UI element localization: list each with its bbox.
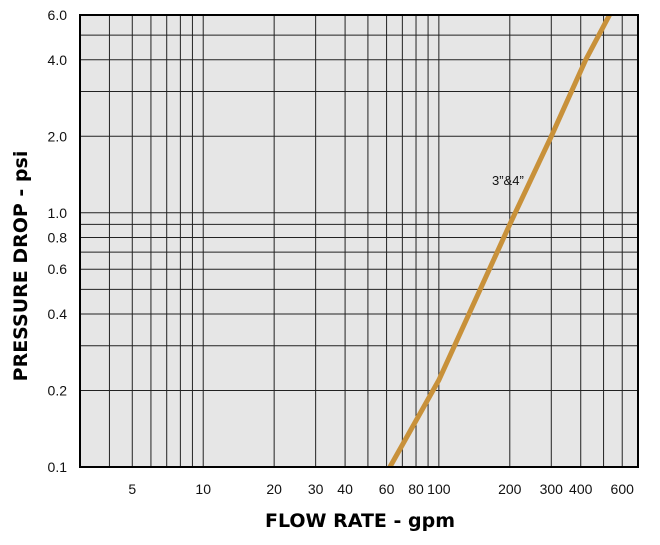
y-tick-label: 0.8	[48, 229, 68, 245]
y-tick-label: 4.0	[48, 52, 68, 68]
y-tick-label: 0.1	[48, 459, 68, 475]
grid-lines	[80, 15, 638, 467]
y-tick-labels: 0.1 0.2 0.4 0.6 0.8 1.0 2.0 4.0 6.0	[48, 7, 68, 475]
x-tick-label: 10	[195, 481, 211, 497]
x-tick-label: 5	[128, 481, 136, 497]
x-tick-label: 80	[408, 481, 424, 497]
y-tick-label: 1.0	[48, 205, 68, 221]
x-tick-label: 300	[540, 481, 564, 497]
x-tick-label: 200	[498, 481, 522, 497]
series-label: 3”&4”	[492, 173, 524, 188]
x-tick-label: 400	[569, 481, 593, 497]
series-layer	[387, 13, 612, 469]
series-line	[387, 13, 612, 469]
y-axis-title: PRESSURE DROP - psi	[10, 151, 32, 382]
x-tick-label: 40	[337, 481, 353, 497]
x-tick-label: 20	[266, 481, 282, 497]
x-tick-label: 30	[308, 481, 324, 497]
x-axis-title: FLOW RATE - gpm	[265, 510, 455, 532]
y-tick-label: 2.0	[48, 128, 68, 144]
y-tick-label: 0.2	[48, 382, 68, 398]
x-tick-label: 600	[611, 481, 635, 497]
x-tick-label: 60	[379, 481, 395, 497]
plot-background	[80, 15, 638, 467]
y-tick-label: 6.0	[48, 7, 68, 23]
x-tick-label: 100	[427, 481, 451, 497]
x-tick-labels: 5 10 20 30 40 60 80 100 200 300 400 600	[128, 481, 634, 497]
plot-frame	[79, 14, 639, 468]
y-tick-label: 0.4	[48, 306, 68, 322]
y-tick-label: 0.6	[48, 261, 68, 277]
